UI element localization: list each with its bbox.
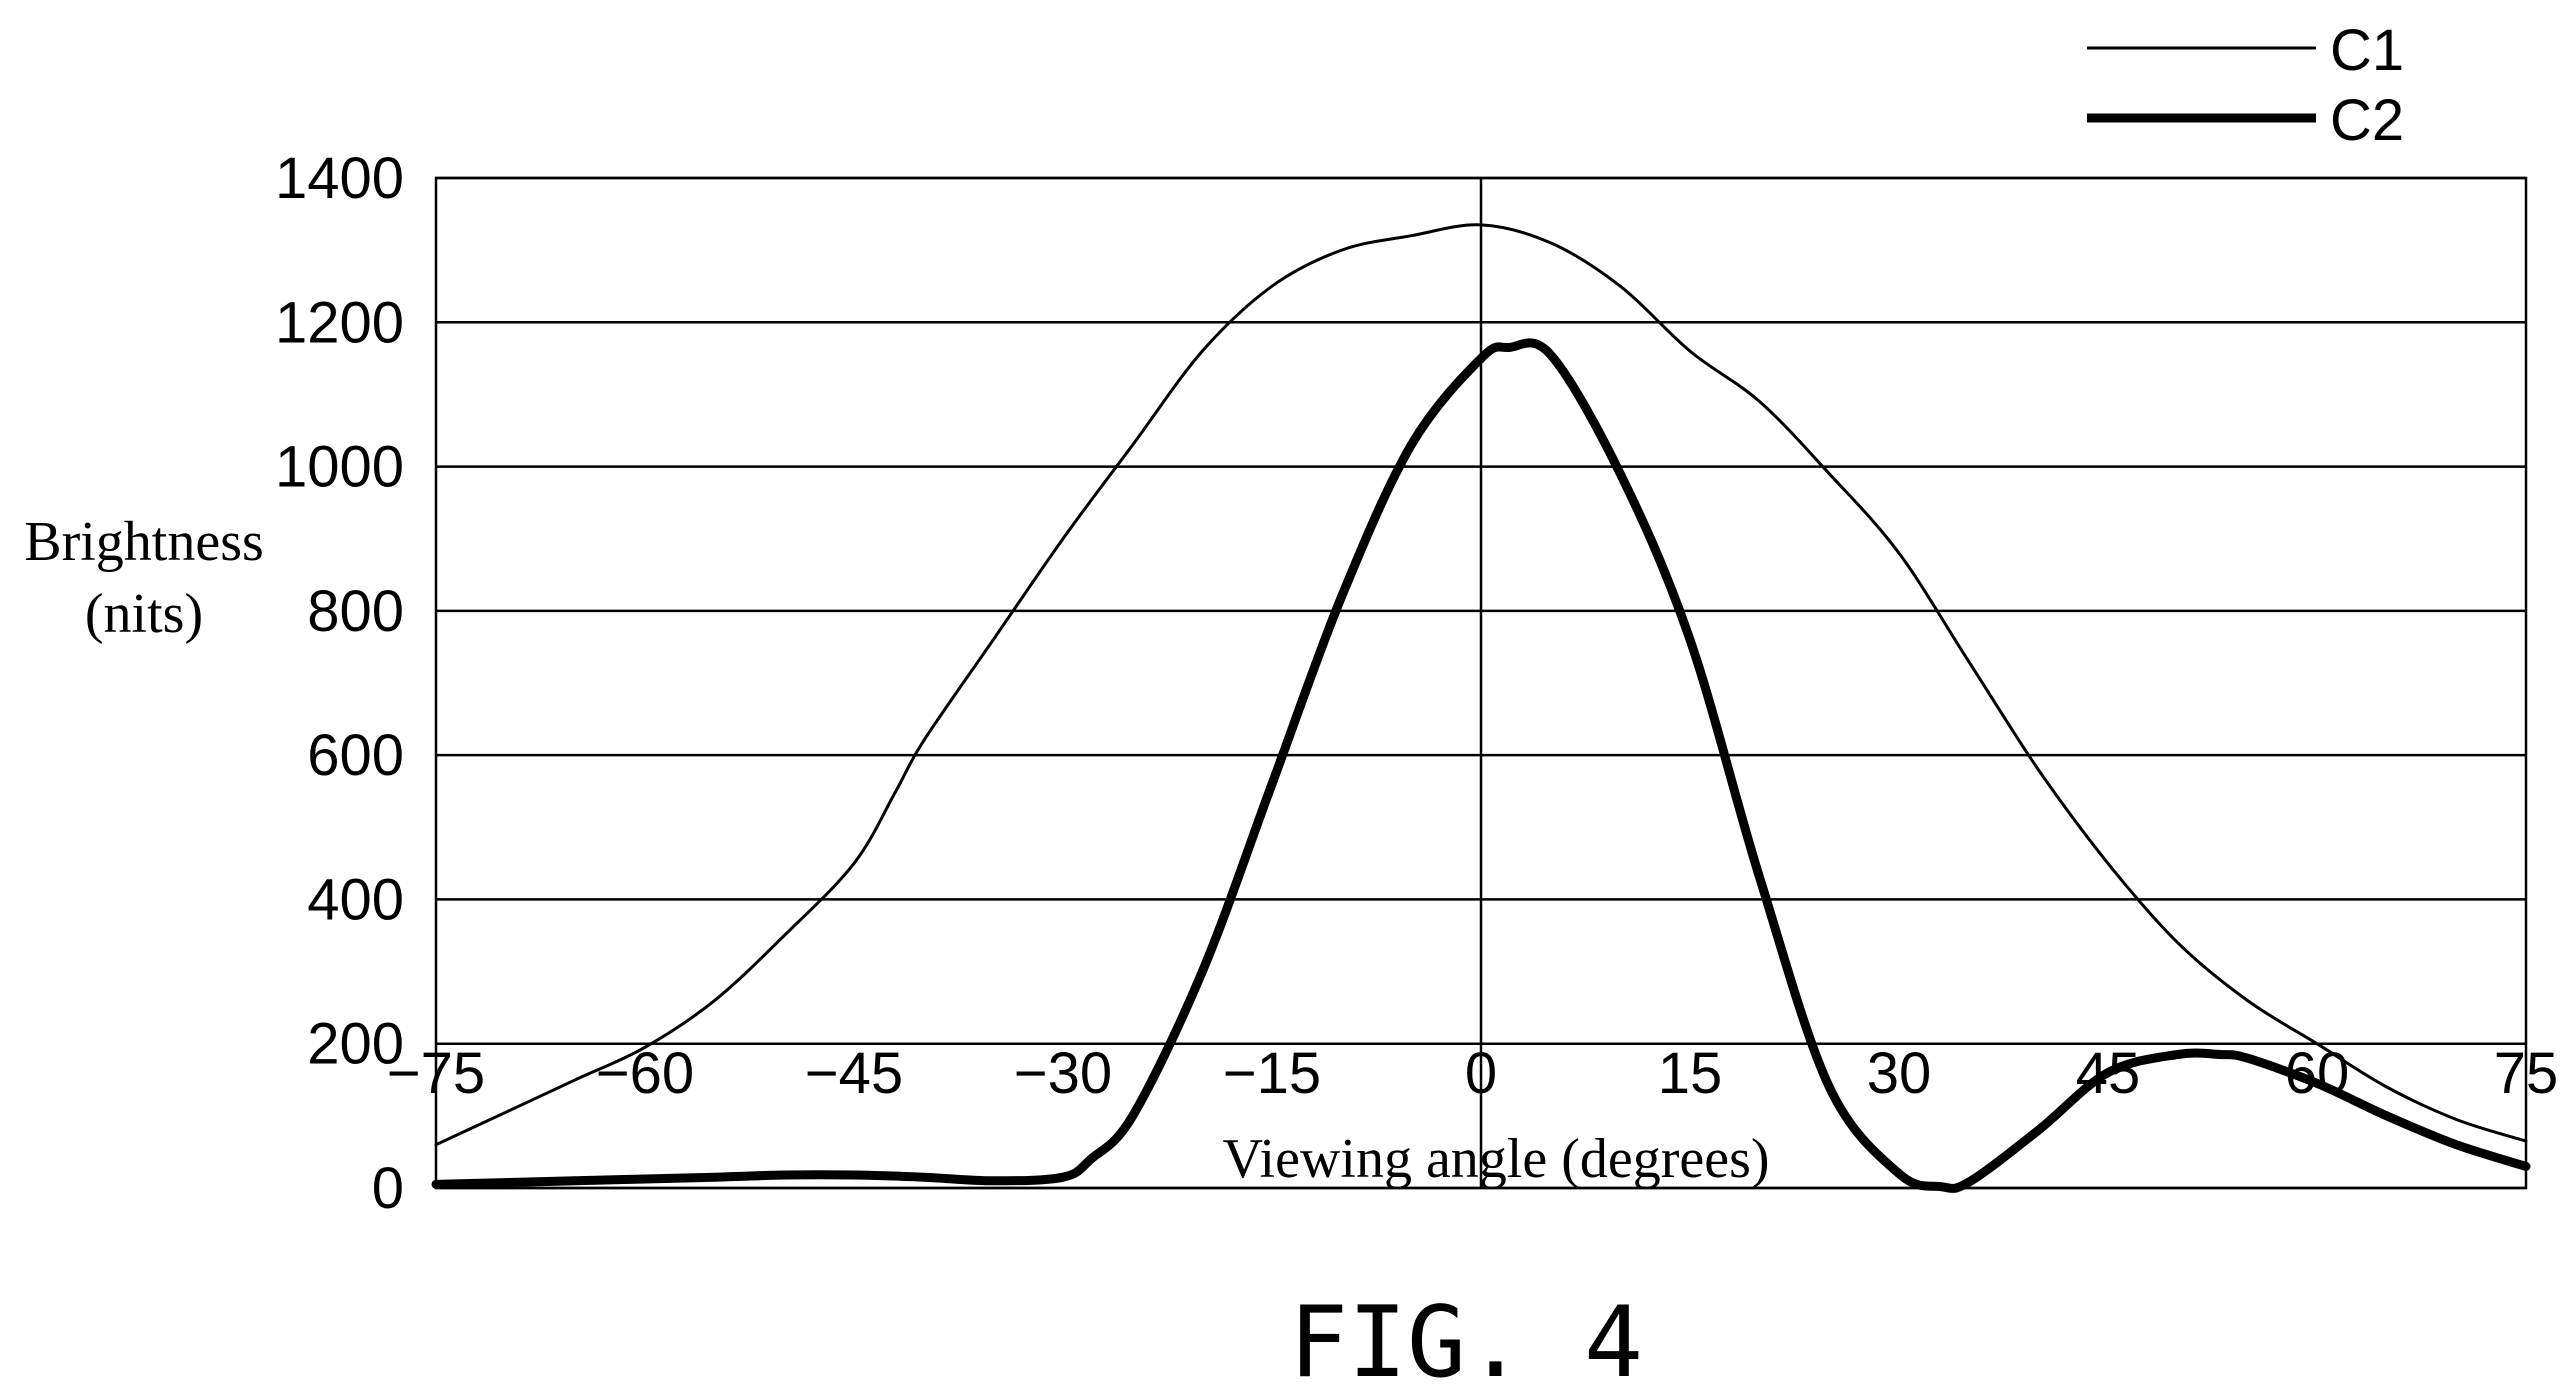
y-tick-label: 400 xyxy=(307,867,404,932)
x-axis-title: Viewing angle (degrees) xyxy=(1222,1128,1769,1190)
y-tick-labels: 0 200 400 600 800 1000 1200 1400 xyxy=(275,146,404,1221)
y-tick-label: 1400 xyxy=(275,146,404,211)
y-tick-label: 600 xyxy=(307,723,404,788)
series-line-c1 xyxy=(434,223,2528,1147)
x-tick-label: 15 xyxy=(1658,1041,1723,1106)
y-axis-title-line1: Brightness xyxy=(24,511,264,573)
x-tick-label: −75 xyxy=(387,1041,485,1106)
x-tick-labels: −75 −60 −45 −30 −15 0 15 30 45 60 75 xyxy=(387,1041,2558,1106)
legend-c1-label: C1 xyxy=(2330,18,2404,83)
y-tick-label: 0 xyxy=(372,1156,404,1221)
y-tick-label: 1000 xyxy=(275,435,404,500)
legend: C1 C2 xyxy=(2087,18,2404,153)
x-tick-label: −60 xyxy=(596,1041,694,1106)
y-tick-label: 200 xyxy=(307,1012,404,1077)
y-tick-label: 1200 xyxy=(275,290,404,355)
x-tick-label: 30 xyxy=(1867,1041,1932,1106)
x-tick-label: −45 xyxy=(805,1041,903,1106)
series-layer xyxy=(431,223,2531,1193)
y-axis-title-line2: (nits) xyxy=(85,583,203,645)
x-tick-label: −30 xyxy=(1014,1041,1112,1106)
x-tick-label: 60 xyxy=(2285,1041,2350,1106)
x-tick-label: 45 xyxy=(2076,1041,2141,1106)
x-tick-label: −15 xyxy=(1223,1041,1321,1106)
x-tick-label: 0 xyxy=(1465,1041,1497,1106)
figure-label: FIG. 4 xyxy=(1289,1286,1643,1390)
x-tick-label: 75 xyxy=(2494,1041,2559,1106)
series-line-c2 xyxy=(431,338,2531,1193)
legend-c2-label: C2 xyxy=(2330,88,2404,153)
y-tick-label: 800 xyxy=(307,579,404,644)
